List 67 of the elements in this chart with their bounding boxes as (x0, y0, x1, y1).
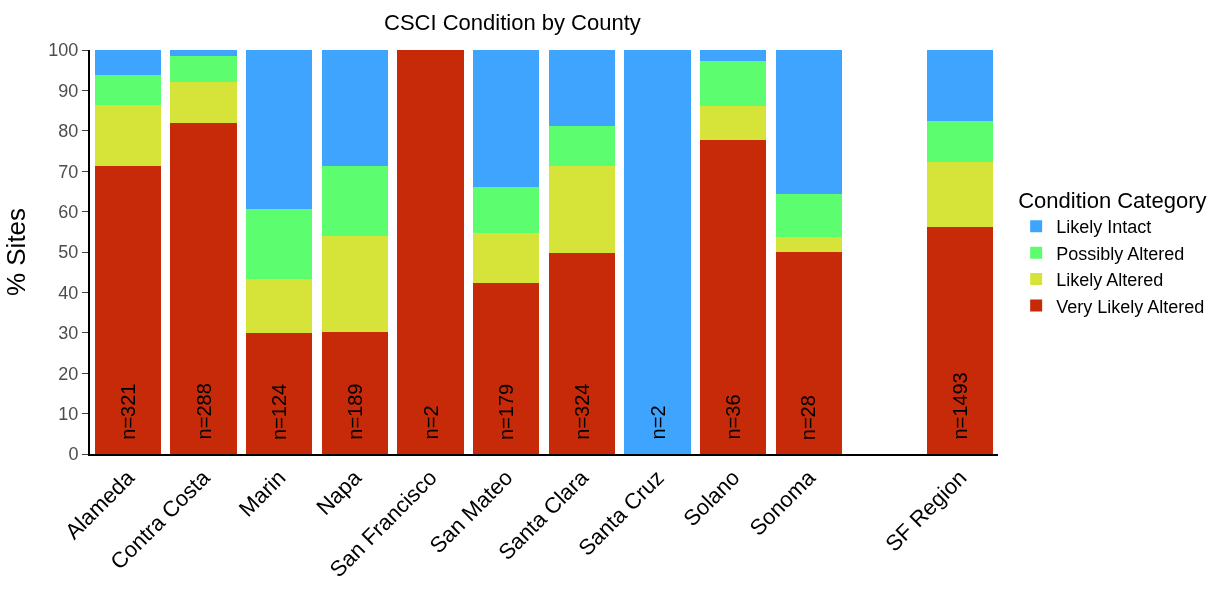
bar (94, 165, 162, 454)
annotation: n=179 (495, 383, 518, 441)
bar (472, 186, 540, 233)
y-tick-label: 90 (58, 80, 79, 101)
bar (94, 74, 162, 105)
legend-label: Very Likely Altered (1056, 296, 1205, 317)
bar (926, 162, 994, 227)
annotation: n=324 (570, 383, 593, 440)
bar (548, 253, 616, 454)
bar (926, 120, 994, 163)
bar (926, 226, 994, 454)
bar (170, 50, 237, 57)
y-tick-label: 100 (48, 40, 79, 61)
bar (624, 50, 691, 454)
annotation: n=321 (116, 383, 139, 440)
bar (699, 60, 767, 106)
bar (245, 50, 313, 210)
bar (245, 278, 313, 334)
y-tick-label: 80 (58, 121, 79, 142)
bar (472, 232, 540, 284)
legend-label: Likely Altered (1056, 270, 1164, 291)
bar (170, 56, 237, 83)
bar (321, 50, 389, 166)
bar (699, 50, 767, 61)
annotation: n=288 (192, 383, 215, 440)
bar (94, 50, 162, 75)
bar (472, 283, 540, 454)
y-tick-label: 10 (58, 403, 79, 424)
annotation: n=36 (721, 394, 744, 440)
bar (321, 165, 389, 236)
bar (245, 209, 313, 279)
bar (775, 193, 843, 238)
bar (775, 237, 843, 252)
y-axis-title: % Sites (1, 207, 32, 297)
legend-label: Likely Intact (1056, 217, 1152, 238)
y-tick-label: 60 (58, 201, 79, 222)
bar (94, 104, 162, 166)
bar (397, 50, 464, 454)
annotation: n=1493 (948, 372, 971, 440)
y-tick-label: 50 (58, 242, 79, 263)
bar (548, 50, 616, 126)
chart-title: CSCI Condition by County (384, 10, 641, 36)
bar (775, 50, 843, 194)
bar (245, 333, 313, 454)
y-tick-label: 30 (58, 323, 79, 344)
bar (548, 125, 616, 166)
bar (321, 331, 389, 454)
bar (926, 50, 994, 121)
annotation: n=28 (797, 395, 820, 441)
legend-title: Condition Category (1018, 188, 1207, 214)
bar (321, 235, 389, 332)
annotation: n=2 (419, 405, 442, 440)
annotation: n=2 (646, 405, 669, 440)
bar (170, 82, 237, 123)
bar (699, 139, 767, 454)
bar (170, 122, 237, 454)
y-tick-label: 40 (58, 282, 79, 303)
y-tick-label: 20 (58, 363, 79, 384)
legend-label: Possibly Altered (1056, 243, 1185, 264)
bar (548, 165, 616, 254)
bar (699, 105, 767, 140)
bar (472, 50, 540, 187)
annotation: n=124 (268, 383, 291, 441)
y-tick-label: 0 (68, 444, 79, 465)
y-tick-label: 70 (58, 161, 79, 182)
annotation: n=189 (343, 383, 366, 440)
bar (775, 252, 843, 454)
